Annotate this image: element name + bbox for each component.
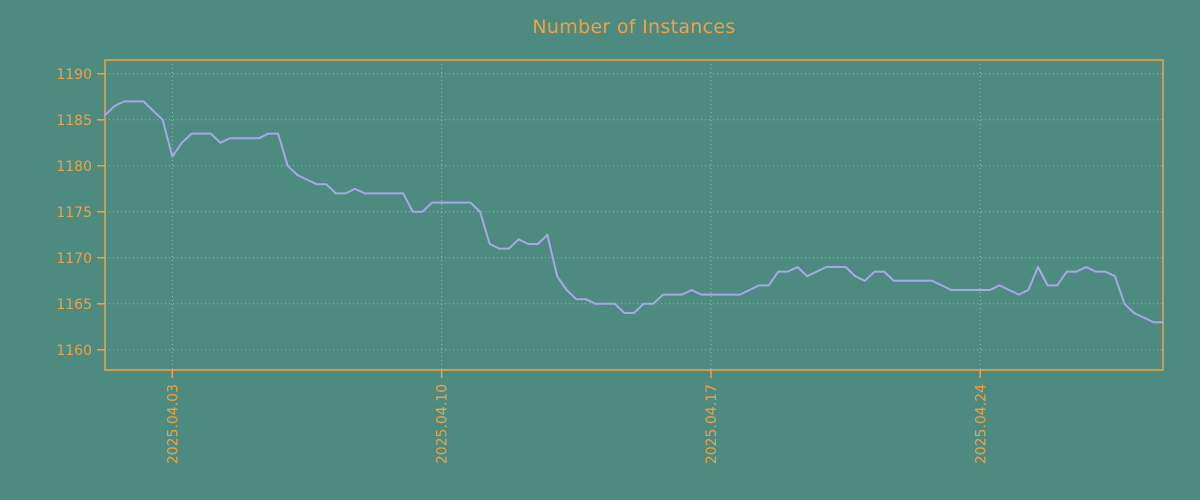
y-tick-label: 1180 xyxy=(56,159,92,175)
chart-title: Number of Instances xyxy=(532,16,736,38)
x-tick-label: 2025.04.03 xyxy=(165,384,181,464)
y-tick-label: 1185 xyxy=(56,113,92,129)
y-tick-label: 1160 xyxy=(56,343,92,359)
y-tick-label: 1175 xyxy=(56,205,92,221)
series-line xyxy=(104,100,1164,324)
y-tick-label: 1190 xyxy=(56,67,92,83)
y-tick-label: 1165 xyxy=(56,297,92,313)
x-tick-label: 2025.04.17 xyxy=(704,384,720,464)
y-tick-label: 1170 xyxy=(56,251,92,267)
plot-border xyxy=(104,59,1164,371)
x-tick-label: 2025.04.10 xyxy=(435,384,451,464)
x-tick-label: 2025.04.24 xyxy=(973,384,989,464)
